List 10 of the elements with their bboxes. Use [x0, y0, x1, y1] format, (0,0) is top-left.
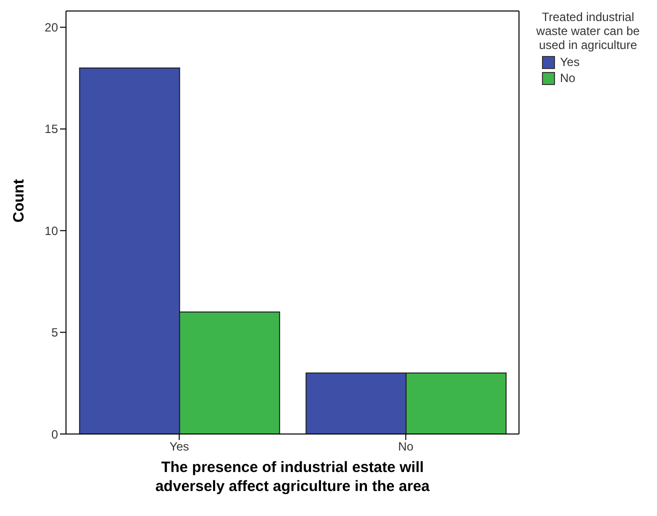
y-tick-label: 0 [51, 427, 58, 442]
legend-label: No [560, 71, 576, 85]
x-axis-title: The presence of industrial estate will adversely affect agriculture in the area [155, 459, 430, 495]
y-tick-label: 20 [44, 20, 58, 35]
y-axis-title: Count [10, 179, 28, 222]
y-tick-label: 5 [51, 326, 58, 340]
legend-label: Yes [560, 55, 580, 69]
legend-title: Treated industrial waste water can be used in agriculture [535, 10, 641, 52]
y-tick-label: 15 [44, 122, 58, 136]
y-tick-label: 10 [44, 224, 58, 238]
